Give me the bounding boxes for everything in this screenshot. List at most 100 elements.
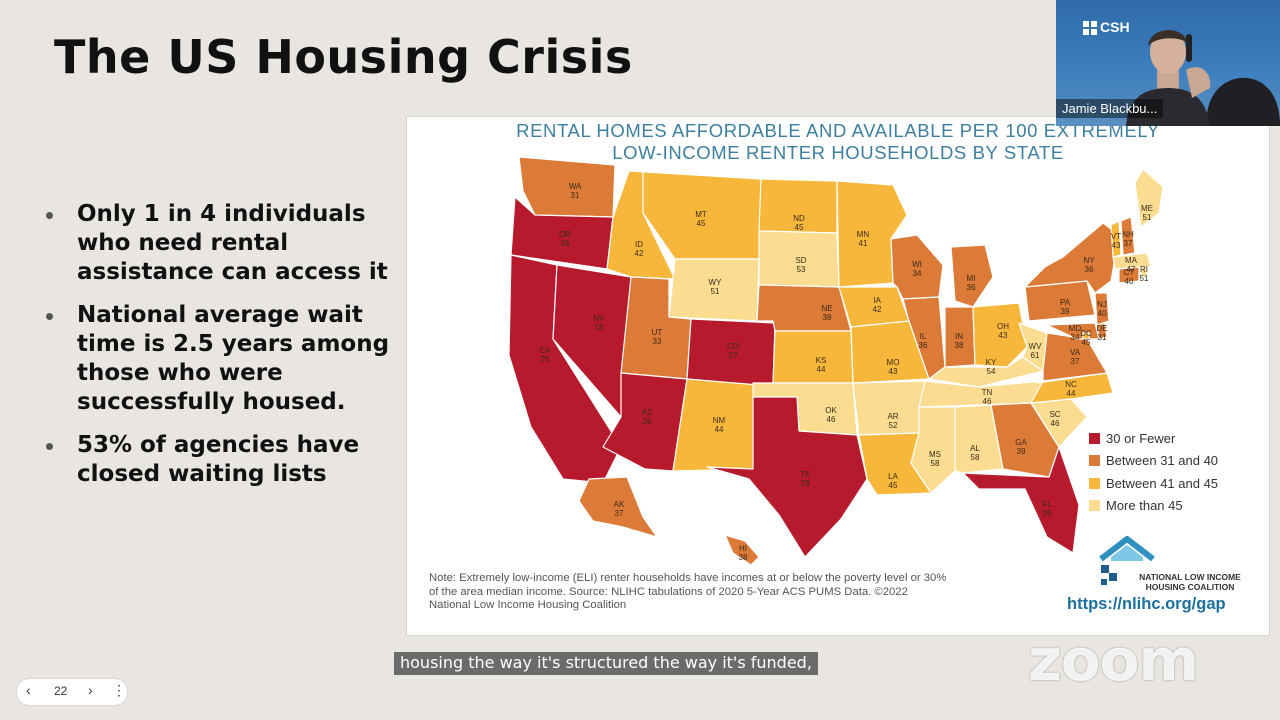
- state-label-nh: NH 37: [1122, 230, 1134, 248]
- csh-logo-icon: [1083, 21, 1097, 35]
- state-nh: [1120, 216, 1136, 256]
- participant-video-image: [1126, 29, 1280, 126]
- state-ma: [1112, 252, 1152, 270]
- state-hi: [724, 534, 760, 566]
- state-vt: [1110, 220, 1122, 258]
- legend-label: More than 45: [1106, 498, 1183, 514]
- slide-title: The US Housing Crisis: [54, 30, 633, 84]
- map-title-line-1: RENTAL HOMES AFFORDABLE AND AVAILABLE PE…: [516, 120, 1160, 141]
- state-label-pa: PA 39: [1060, 298, 1071, 316]
- legend-label: Between 41 and 45: [1106, 475, 1219, 491]
- map-legend: 30 or Fewer Between 31 and 40 Between 41…: [1089, 427, 1218, 517]
- state-label-ak: AK 37: [614, 500, 625, 518]
- state-label-me: ME 51: [1141, 204, 1153, 222]
- state-label-ri: RI 51: [1140, 265, 1149, 283]
- participant-name-label: Jamie Blackbu...: [1056, 99, 1164, 118]
- state-label-nv: NV 18: [593, 314, 605, 332]
- state-label-fl: FL 29: [1042, 500, 1052, 518]
- nlihc-url-link[interactable]: https://nlihc.org/gap: [1067, 595, 1226, 613]
- bullet-item: Only 1 in 4 individuals who need rental …: [44, 200, 394, 287]
- state-label-ut: UT 33: [652, 328, 663, 346]
- state-mi: [950, 244, 994, 308]
- state-al: [954, 404, 1004, 474]
- state-label-ok: OK 46: [825, 406, 837, 424]
- live-caption: housing the way it's structured the way …: [394, 652, 818, 675]
- nlihc-org-name: NATIONAL LOW INCOME HOUSING COALITION: [1139, 572, 1241, 592]
- state-ny: [1024, 222, 1120, 294]
- state-label-sc: SC 46: [1049, 410, 1060, 428]
- state-tx: [706, 396, 868, 558]
- state-label-or: OR 26: [559, 230, 571, 248]
- state-label-ms: MS 58: [929, 450, 941, 468]
- legend-item: 30 or Fewer: [1089, 427, 1218, 450]
- nlihc-house-icon: [1099, 536, 1155, 585]
- legend-swatch: [1089, 500, 1100, 512]
- legend-swatch: [1089, 455, 1100, 467]
- state-label-dc: DC 45: [1080, 329, 1092, 347]
- state-me: [1134, 168, 1164, 228]
- bullet-text: National average wait time is 2.5 years …: [77, 302, 390, 415]
- state-label-la: LA 45: [888, 472, 898, 490]
- state-label-mo: MO 43: [887, 358, 900, 376]
- state-ri: [1140, 266, 1148, 278]
- legend-swatch: [1089, 477, 1100, 489]
- bullet-dot-icon: [46, 212, 53, 219]
- zoom-watermark: zoom: [1028, 626, 1199, 694]
- bullet-text: 53% of agencies have closed waiting list…: [77, 432, 360, 487]
- state-label-id: ID 42: [635, 240, 644, 258]
- map-title-line-2: LOW-INCOME RENTER HOUSEHOLDS BY STATE: [612, 142, 1064, 163]
- state-label-tn: TN 46: [982, 388, 993, 406]
- state-fl: [962, 446, 1080, 554]
- state-wa: [518, 156, 616, 218]
- bullet-dot-icon: [46, 443, 53, 450]
- state-label-ma: MA 47: [1125, 256, 1138, 274]
- state-label-de: DE 31: [1096, 324, 1107, 342]
- state-label-wa: WA 31: [569, 182, 582, 200]
- participant-video-tile[interactable]: CSH Jamie Blackbu...: [1056, 0, 1280, 126]
- state-label-vt: VT 43: [1111, 232, 1121, 250]
- state-label-nc: NC 44: [1065, 380, 1077, 398]
- page-number: 22: [54, 684, 68, 698]
- state-label-nj: NJ 40: [1097, 300, 1107, 318]
- state-label-ga: GA 39: [1015, 438, 1027, 456]
- state-label-co: CO 27: [727, 342, 739, 360]
- state-label-mi: MI 36: [967, 274, 976, 292]
- state-label-ks: KS 44: [816, 356, 827, 374]
- legend-item: Between 31 and 40: [1089, 450, 1218, 473]
- state-wv: [1018, 322, 1048, 372]
- state-label-wv: WV 61: [1029, 342, 1043, 360]
- state-label-oh: OH 43: [997, 322, 1009, 340]
- bullet-dot-icon: [46, 313, 53, 320]
- rental-map-card: RENTAL HOMES AFFORDABLE AND AVAILABLE PE…: [406, 116, 1270, 636]
- legend-item: More than 45: [1089, 495, 1218, 518]
- state-oh: [972, 302, 1028, 368]
- chevron-right-icon[interactable]: ›: [88, 682, 93, 698]
- map-source-note: Note: Extremely low-income (ELI) renter …: [429, 572, 947, 611]
- state-dc: [1082, 332, 1090, 340]
- state-label-md: MD 34: [1069, 324, 1082, 342]
- state-label-nm: NM 44: [713, 416, 726, 434]
- chevron-left-icon[interactable]: ‹: [26, 682, 31, 698]
- state-label-il: IL 36: [919, 332, 928, 350]
- state-label-ca: CA 25: [539, 346, 551, 364]
- us-state-map: WA 31 OR 26 CA 25 NV 18 ID 42 MT 45 WY 51 UT 33 AZ 26 CO 27…: [508, 156, 1164, 566]
- state-label-ny: NY 36: [1083, 256, 1095, 274]
- bullet-text: Only 1 in 4 individuals who need rental …: [77, 201, 388, 285]
- state-label-al: AL 58: [970, 444, 980, 462]
- state-label-nd: ND 45: [793, 214, 805, 232]
- state-label-ne: NE 38: [821, 304, 832, 322]
- legend-label: Between 31 and 40: [1106, 453, 1219, 469]
- state-label-tx: TX 29: [800, 470, 811, 488]
- state-label-ky: KY 54: [986, 358, 997, 376]
- legend-item: Between 41 and 45: [1089, 472, 1218, 495]
- state-label-ct: CT 40: [1124, 268, 1135, 286]
- more-vertical-icon[interactable]: ⋮: [112, 682, 126, 698]
- slide-pager: ‹ 22 › ⋮: [16, 678, 128, 706]
- state-nj: [1094, 292, 1110, 326]
- bullet-item: 53% of agencies have closed waiting list…: [44, 431, 394, 489]
- state-ak: [578, 476, 658, 538]
- state-label-ar: AR 52: [887, 412, 898, 430]
- state-label-az: AZ 26: [642, 408, 652, 426]
- bullet-item: National average wait time is 2.5 years …: [44, 301, 394, 417]
- csh-logo-text: CSH: [1100, 19, 1130, 35]
